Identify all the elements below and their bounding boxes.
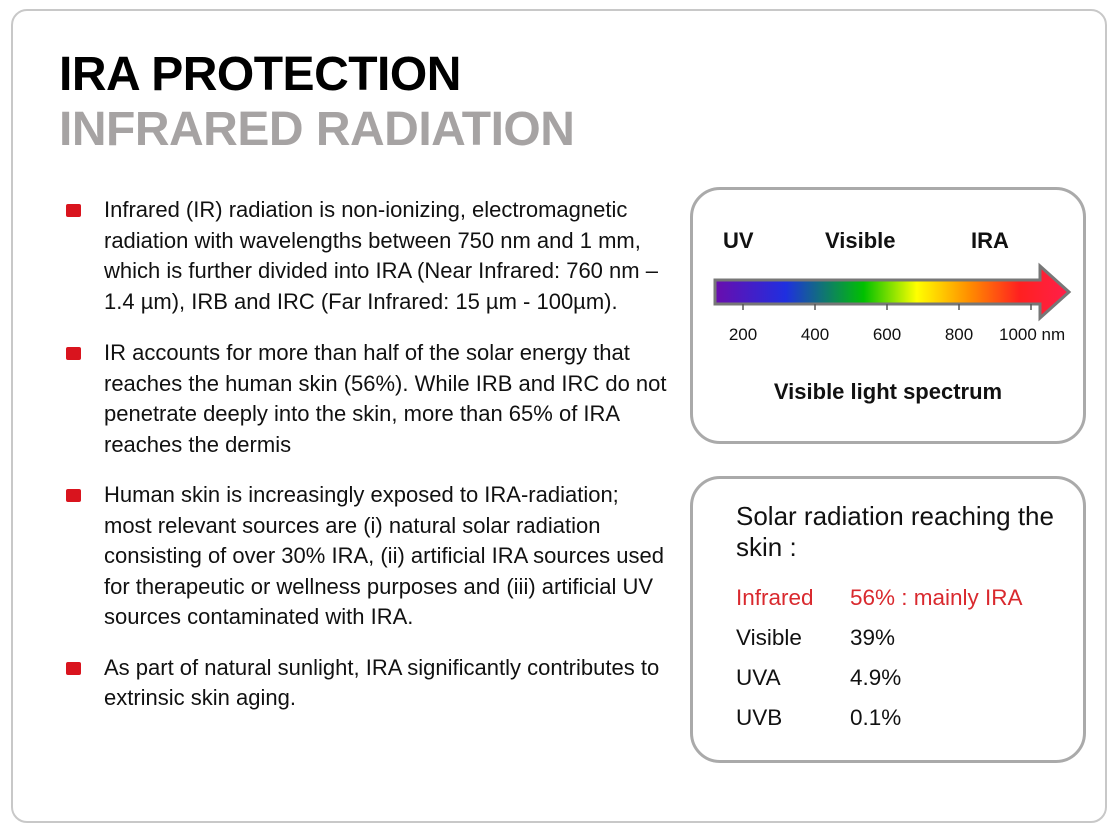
bullet-item: IR accounts for more than half of the so… <box>66 338 671 460</box>
spectrum-arrow <box>713 262 1072 322</box>
solar-row-label: UVA <box>736 665 781 690</box>
bullet-text: IR accounts for more than half of the so… <box>104 340 667 457</box>
bullet-item: Infrared (IR) radiation is non-ionizing,… <box>66 195 671 317</box>
bullet-item: As part of natural sunlight, IRA signifi… <box>66 653 671 714</box>
solar-row-visible: Visible 39% <box>736 620 1023 660</box>
solar-radiation-panel: Solar radiation reaching the skin : Infr… <box>690 476 1086 763</box>
bullet-text: Human skin is increasingly exposed to IR… <box>104 482 665 629</box>
solar-table: Infrared 56% : mainly IRA Visible 39% UVA 4… <box>736 580 1023 740</box>
tick-label-1000: 1000 nm <box>999 325 1065 344</box>
bullet-text: As part of natural sunlight, IRA signifi… <box>104 654 660 711</box>
solar-row-value: 39% <box>850 625 896 650</box>
bullet-square-icon <box>66 661 81 675</box>
band-label-uv: UV <box>723 228 754 253</box>
spectrum-caption: Visible light spectrum <box>773 379 1003 404</box>
solar-row-value: 0.1% <box>850 705 902 730</box>
bullet-list: Infrared (IR) radiation is non-ionizing,… <box>66 195 671 714</box>
spectrum-panel: UV Visible IRA 200 400 600 800 1000 nm V… <box>690 187 1086 444</box>
solar-row-label: Visible <box>736 625 802 650</box>
tick-label-800: 800 <box>945 325 973 344</box>
solar-row-uva: UVA 4.9% <box>736 660 1023 700</box>
page-subtitle: INFRARED RADIATION <box>59 103 575 156</box>
bullet-square-icon <box>66 347 81 360</box>
page-title: IRA PROTECTION <box>59 48 461 101</box>
bullet-square-icon <box>66 489 81 502</box>
bullet-square-icon <box>66 204 81 217</box>
tick-label-400: 400 <box>801 325 829 344</box>
solar-panel-title: Solar radiation reaching the skin : <box>736 501 1054 562</box>
solar-row-value: 56% : mainly IRA <box>850 585 1023 610</box>
band-label-ira: IRA <box>971 228 1009 253</box>
solar-row-value: 4.9% <box>850 665 902 690</box>
tick-label-200: 200 <box>729 325 757 344</box>
solar-row-label: Infrared <box>736 585 814 610</box>
band-label-visible: Visible <box>825 228 896 253</box>
bullet-item: Human skin is increasingly exposed to IR… <box>66 480 671 633</box>
solar-row-infrared: Infrared 56% : mainly IRA <box>736 580 1023 620</box>
spectrum-diagram: UV Visible IRA 200 400 600 800 1000 nm <box>713 228 1072 344</box>
solar-row-uvb: UVB 0.1% <box>736 700 1023 740</box>
tick-label-600: 600 <box>873 325 901 344</box>
solar-row-label: UVB <box>736 705 783 730</box>
bullet-text: Infrared (IR) radiation is non-ionizing,… <box>104 197 658 314</box>
